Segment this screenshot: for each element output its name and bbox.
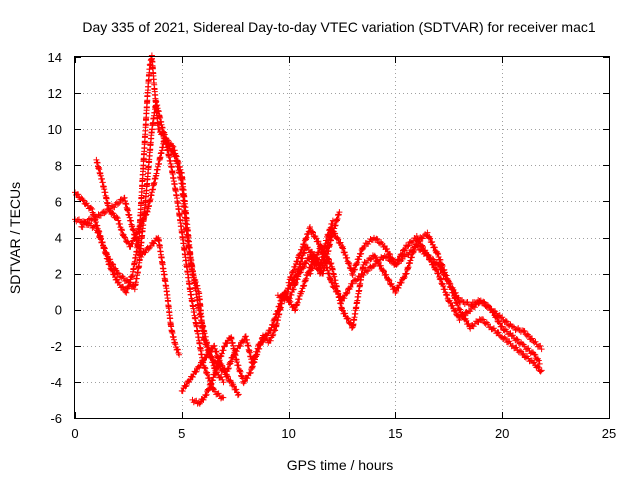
y-tick-label: 8 xyxy=(55,158,62,173)
axis-ticks: 0 5 10 15 20 25 -6 -4 -2 0 2 4 6 8 10 12 14 xyxy=(48,50,617,441)
data-points xyxy=(72,52,545,407)
y-tick-label: 10 xyxy=(48,122,62,137)
x-tick-label: 20 xyxy=(495,426,509,441)
x-tick-label: 5 xyxy=(178,426,185,441)
series-track-d xyxy=(78,194,183,358)
x-axis-label: GPS time / hours xyxy=(287,457,394,473)
marker-path xyxy=(78,194,183,358)
y-tick-label: 6 xyxy=(55,194,62,209)
y-tick-label: -2 xyxy=(50,339,62,354)
series-track-f xyxy=(189,209,343,407)
plot-frame xyxy=(74,56,610,419)
y-tick-label: 0 xyxy=(55,303,62,318)
y-tick-label: 2 xyxy=(55,267,62,282)
x-tick-label: 25 xyxy=(602,426,616,441)
y-tick-label: -6 xyxy=(50,411,62,426)
y-tick-label: 4 xyxy=(55,231,62,246)
x-tick-label: 10 xyxy=(281,426,295,441)
marker-path xyxy=(274,225,545,353)
x-tick-label: 15 xyxy=(388,426,402,441)
y-tick-label: 14 xyxy=(48,50,62,65)
series-track-i xyxy=(274,225,545,353)
y-tick-label: 12 xyxy=(48,86,62,101)
marker-path xyxy=(189,209,343,407)
y-tick-label: -4 xyxy=(50,375,62,390)
x-tick-label: 0 xyxy=(71,426,78,441)
y-axis-label: SDTVAR / TECUs xyxy=(7,182,23,294)
chart-title: Day 335 of 2021, Sidereal Day-to-day VTE… xyxy=(82,19,595,35)
